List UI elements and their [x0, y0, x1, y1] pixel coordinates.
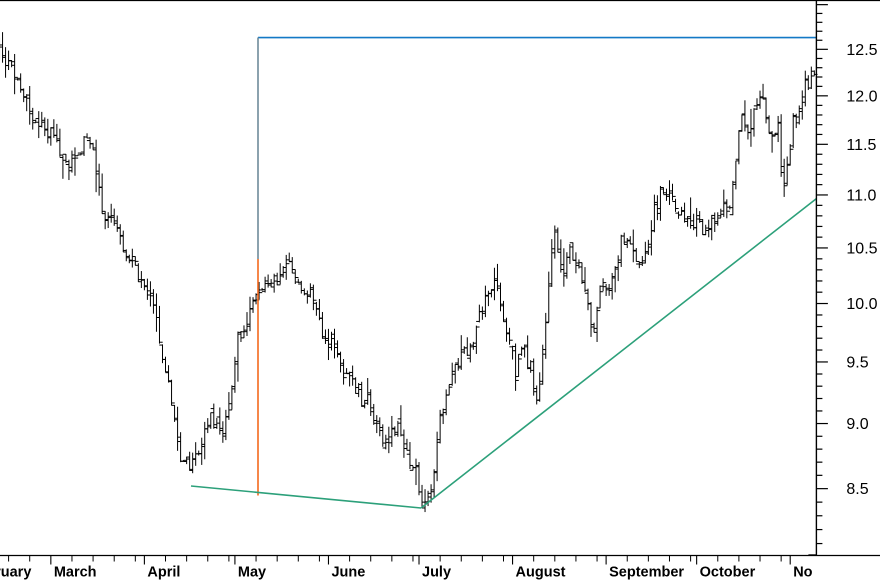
svg-text:11.0: 11.0 [846, 187, 876, 204]
svg-text:10.0: 10.0 [846, 296, 877, 313]
svg-text:October: October [700, 565, 756, 580]
svg-text:August: August [516, 565, 566, 580]
svg-text:9.0: 9.0 [846, 416, 868, 433]
svg-text:February: February [0, 565, 31, 580]
svg-text:September: September [609, 565, 684, 580]
svg-text:11.5: 11.5 [846, 137, 876, 154]
svg-text:No: No [793, 565, 812, 580]
svg-text:June: June [331, 565, 365, 580]
svg-text:12.0: 12.0 [846, 88, 877, 105]
svg-text:July: July [422, 565, 451, 580]
svg-text:12.5: 12.5 [846, 42, 877, 59]
svg-text:10.5: 10.5 [846, 240, 877, 257]
svg-text:9.5: 9.5 [846, 354, 868, 371]
svg-text:8.5: 8.5 [846, 481, 868, 498]
svg-text:May: May [238, 565, 266, 580]
svg-text:March: March [54, 565, 97, 580]
svg-text:April: April [147, 565, 180, 580]
